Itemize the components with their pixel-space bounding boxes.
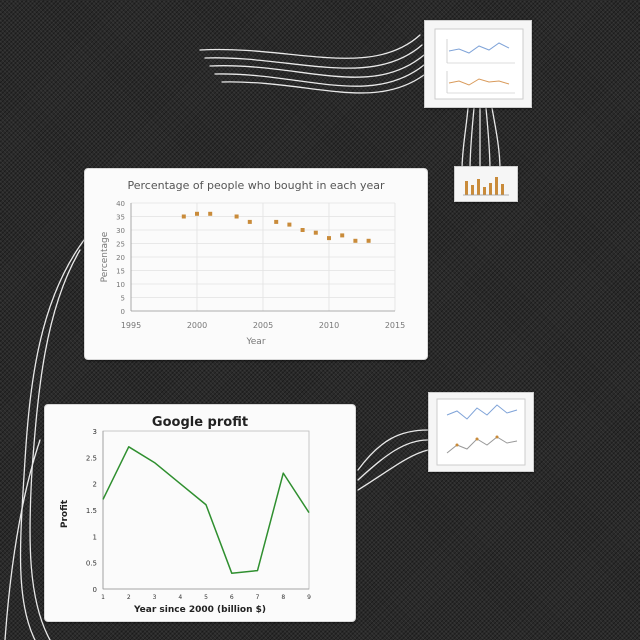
x-axis-label: Year	[246, 337, 266, 347]
data-point	[313, 230, 318, 235]
y-tick-label: 20	[116, 254, 125, 262]
x-tick-label: 8	[281, 594, 285, 601]
data-point	[327, 236, 331, 241]
y-tick-label: 25	[116, 241, 125, 249]
x-tick-label: 7	[256, 594, 260, 601]
data-point	[366, 238, 371, 243]
thumbnail-bar-chart-graphic	[463, 177, 509, 196]
data-point	[195, 211, 199, 216]
scatter-chart: 0 5 10 15 20 25 30 35 40 1995 2000 2005 2010 2015	[116, 200, 405, 330]
x-axis-label: Year since 2000 (billion $)	[133, 605, 267, 615]
y-tick-label: 40	[116, 200, 125, 208]
x-tick-label: 2000	[187, 321, 207, 330]
x-tick-label: 1995	[121, 321, 141, 330]
y-axis-label: Profit	[60, 499, 70, 529]
y-tick-label: 10	[116, 281, 125, 289]
thumbnail-chart-top[interactable]	[424, 20, 532, 108]
chart-title: Google profit	[151, 415, 249, 430]
y-tick-label: 5	[121, 295, 125, 303]
x-tick-label: 9	[307, 594, 311, 601]
plot-frame	[102, 430, 310, 590]
data-point	[181, 214, 186, 219]
y-tick-label: 35	[116, 214, 125, 222]
y-tick-label: 0.5	[86, 560, 97, 568]
y-tick-label: 0	[121, 308, 125, 316]
y-tick-label: 3	[93, 428, 97, 436]
data-point	[300, 228, 305, 232]
x-tick-label: 2015	[385, 321, 405, 330]
y-tick-label: 1.5	[86, 507, 97, 515]
thumbnail-chart-bottom-graphic	[436, 398, 526, 466]
y-axis-label: Percentage	[100, 231, 110, 283]
data-point	[353, 238, 358, 243]
x-tick-label: 2	[127, 594, 131, 601]
y-tick-label: 2.5	[86, 454, 97, 462]
data-point	[274, 219, 279, 224]
chart-title: Percentage of people who bought in each …	[127, 179, 385, 192]
x-tick-label: 1	[101, 594, 105, 601]
y-tick-label: 1	[93, 533, 97, 541]
x-tick-label: 6	[230, 594, 234, 601]
scatter-chart-card[interactable]: Percentage of people who bought in each …	[84, 168, 428, 360]
data-point	[287, 222, 292, 227]
x-tick-label: 2005	[253, 321, 273, 330]
x-tick-label: 2010	[319, 321, 339, 330]
y-tick-label: 2	[93, 481, 97, 489]
line-chart-card[interactable]: Google profit 0 0.5 1 1.5 2 2.5 3 1 2 3 4 5 6 7 8 9 Yea…	[44, 404, 356, 622]
y-tick-label: 0	[93, 586, 97, 594]
data-point	[247, 219, 252, 224]
data-point	[340, 233, 345, 238]
y-tick-label: 15	[116, 268, 125, 276]
data-point	[234, 214, 239, 219]
thumbnail-chart-top-graphic	[434, 28, 524, 100]
thumbnail-bar-chart[interactable]	[454, 166, 518, 202]
series-line	[102, 446, 310, 574]
x-tick-label: 5	[204, 594, 208, 601]
y-tick-label: 30	[116, 227, 125, 235]
line-chart: 0 0.5 1 1.5 2 2.5 3 1 2 3 4 5 6 7 8 9	[86, 428, 311, 601]
x-tick-label: 4	[178, 594, 182, 601]
data-point	[208, 211, 213, 216]
thumbnail-chart-bottom[interactable]	[428, 392, 534, 472]
x-tick-label: 3	[153, 594, 157, 601]
